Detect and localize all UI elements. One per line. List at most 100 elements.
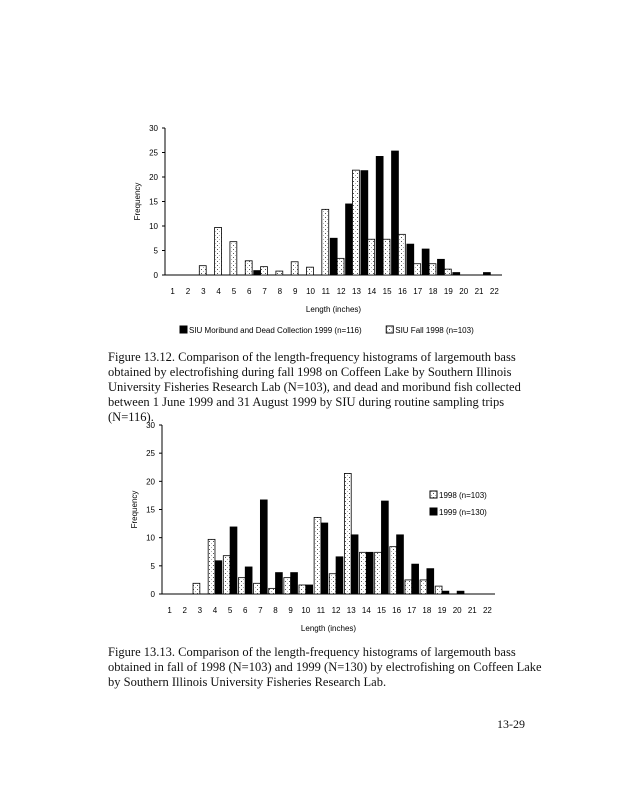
bar <box>389 546 398 595</box>
x-tick-label: 3 <box>198 606 203 615</box>
bar <box>192 582 201 595</box>
x-tick-label: 8 <box>273 606 278 615</box>
y-tick-label: 25 <box>146 449 155 458</box>
x-tick-label: 10 <box>301 606 310 615</box>
y-tick-label: 20 <box>146 477 155 486</box>
legend-swatch <box>385 325 394 334</box>
bar <box>275 270 284 276</box>
bar <box>207 538 216 595</box>
bar <box>360 170 369 276</box>
bar <box>367 238 376 276</box>
bar <box>335 556 344 595</box>
legend-swatch <box>429 490 438 499</box>
x-tick-label: 20 <box>453 606 462 615</box>
legend-swatch <box>179 325 188 334</box>
legend-label: 1998 (n=103) <box>439 491 487 500</box>
x-tick-label: 19 <box>444 287 453 296</box>
x-tick-label: 4 <box>213 606 218 615</box>
bar <box>290 572 298 595</box>
x-tick-label: 6 <box>243 606 248 615</box>
x-tick-label: 18 <box>429 287 438 296</box>
x-tick-label: 10 <box>306 287 315 296</box>
x-tick-label: 2 <box>186 287 191 296</box>
bar <box>253 582 261 595</box>
bar <box>260 266 268 276</box>
bar <box>434 585 443 595</box>
y-tick-label: 0 <box>151 590 156 599</box>
bar <box>411 563 419 595</box>
bar <box>483 272 491 276</box>
caption-figure-13-13: Figure 13.13. Comparison of the length-f… <box>108 645 542 689</box>
bar <box>374 551 382 595</box>
bar <box>398 233 406 276</box>
y-tick-label: 30 <box>146 421 155 430</box>
y-tick-label: 5 <box>151 562 156 571</box>
x-tick-label: 19 <box>438 606 447 615</box>
y-tick-label: 20 <box>149 173 158 182</box>
y-tick-label: 10 <box>149 222 158 231</box>
x-tick-label: 11 <box>322 287 331 296</box>
bar <box>421 248 430 276</box>
bar <box>305 584 314 595</box>
x-tick-label: 9 <box>288 606 293 615</box>
x-tick-label: 6 <box>247 287 252 296</box>
page-number: 13-29 <box>497 717 525 731</box>
x-tick-label: 14 <box>362 606 371 615</box>
bar <box>375 156 384 276</box>
bar <box>419 579 428 595</box>
x-tick-label: 21 <box>475 287 484 296</box>
bar <box>198 265 207 276</box>
bar <box>443 268 452 276</box>
bar <box>329 237 338 276</box>
x-tick-label: 4 <box>216 287 221 296</box>
bar <box>313 516 322 595</box>
x-tick-label: 17 <box>407 606 416 615</box>
x-tick-label: 2 <box>182 606 187 615</box>
bar <box>306 266 314 276</box>
bar <box>426 568 435 595</box>
x-axis-label: Length (inches) <box>306 305 361 314</box>
x-tick-label: 1 <box>167 606 172 615</box>
bar <box>381 500 389 595</box>
bar <box>320 522 329 595</box>
x-tick-label: 16 <box>392 606 401 615</box>
x-tick-label: 22 <box>483 606 492 615</box>
x-tick-label: 16 <box>398 287 407 296</box>
x-tick-label: 15 <box>383 287 392 296</box>
x-tick-label: 20 <box>459 287 468 296</box>
y-tick-label: 15 <box>149 198 158 207</box>
x-tick-label: 13 <box>347 606 356 615</box>
bar <box>268 587 276 595</box>
bar <box>214 227 222 276</box>
bar <box>259 499 268 595</box>
bar <box>359 551 367 595</box>
bar <box>441 590 450 595</box>
x-tick-label: 5 <box>228 606 233 615</box>
x-tick-label: 17 <box>413 287 422 296</box>
bar <box>238 577 246 595</box>
bar <box>406 243 415 276</box>
x-tick-label: 12 <box>332 606 341 615</box>
bar <box>396 534 404 595</box>
bar <box>452 272 461 276</box>
y-axis-label: Frequency <box>130 491 139 529</box>
x-axis-label: Length (inches) <box>301 624 356 633</box>
x-tick-label: 1 <box>170 287 175 296</box>
y-tick-label: 0 <box>154 271 159 280</box>
bar <box>437 258 445 276</box>
bar <box>456 590 465 595</box>
x-tick-label: 18 <box>422 606 431 615</box>
bar <box>413 263 422 276</box>
bar <box>229 241 238 276</box>
x-tick-label: 9 <box>293 287 298 296</box>
x-tick-label: 13 <box>352 287 361 296</box>
bar <box>275 572 283 595</box>
bar <box>321 208 330 276</box>
bar <box>391 150 399 276</box>
legend-label: SIU Fall 1998 (n=103) <box>395 326 474 335</box>
caption-figure-13-12: Figure 13.12. Comparison of the length-f… <box>108 350 521 424</box>
y-tick-label: 5 <box>154 247 159 256</box>
bar <box>298 584 307 595</box>
